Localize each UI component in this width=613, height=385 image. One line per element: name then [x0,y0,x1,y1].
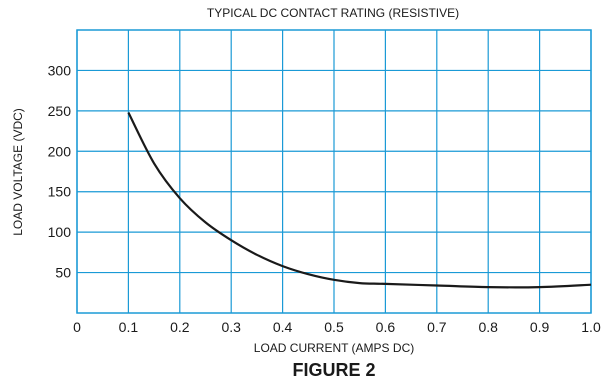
x-tick-label: 0 [73,319,81,335]
x-tick-label: 0.3 [221,319,241,335]
grid [76,29,592,314]
y-tick-labels: 50 100 150 200 250 300 [48,62,72,280]
x-tick-label: 0.4 [273,319,293,335]
figure-caption: FIGURE 2 [292,360,375,380]
x-tick-label: 0.5 [324,319,344,335]
y-tick-label: 150 [48,184,72,200]
x-tick-label: 0.8 [478,319,498,335]
y-tick-label: 200 [48,143,72,159]
y-tick-label: 50 [55,265,71,281]
x-tick-label: 1.0 [581,319,601,335]
plot-border [76,29,592,314]
x-tick-label: 0.2 [170,319,190,335]
series-line [127,112,592,289]
y-tick-label: 100 [48,224,72,240]
y-tick-label: 250 [48,103,72,119]
x-tick-label: 0.1 [119,319,139,335]
x-tick-label: 0.6 [376,319,396,335]
x-tick-label: 0.9 [530,319,550,335]
x-tick-label: 0.7 [427,319,447,335]
x-axis-label: LOAD CURRENT (AMPS DC) [254,341,414,355]
chart-title: TYPICAL DC CONTACT RATING (RESISTIVE) [207,6,459,20]
y-axis-label: LOAD VOLTAGE (VDC) [11,108,25,236]
series-group [127,112,592,289]
x-tick-labels: 0 0.1 0.2 0.3 0.4 0.5 0.6 0.7 0.8 0.9 1.0 [73,319,601,335]
y-tick-label: 300 [48,62,72,78]
